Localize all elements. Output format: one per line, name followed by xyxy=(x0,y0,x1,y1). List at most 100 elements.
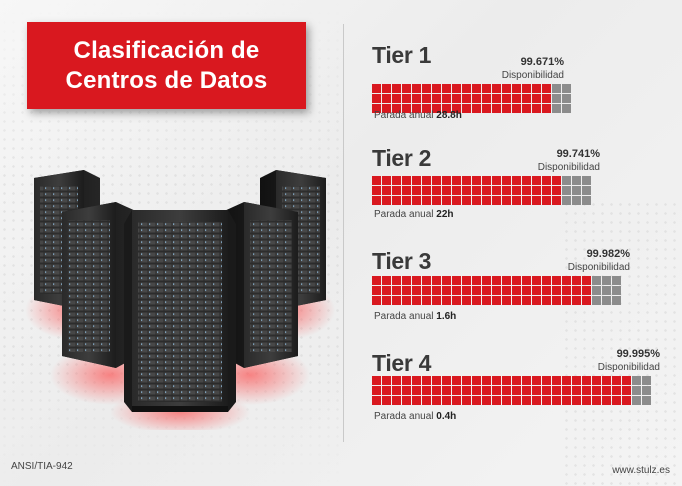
downtime-cell xyxy=(602,296,611,305)
uptime-cell xyxy=(422,386,431,395)
uptime-cell xyxy=(622,386,631,395)
uptime-cell xyxy=(552,276,561,285)
uptime-cell xyxy=(522,176,531,185)
uptime-cell xyxy=(422,296,431,305)
uptime-cell xyxy=(432,276,441,285)
uptime-cell xyxy=(522,296,531,305)
uptime-cell xyxy=(422,186,431,195)
uptime-cell xyxy=(412,186,421,195)
uptime-cell xyxy=(452,286,461,295)
uptime-cell xyxy=(502,276,511,285)
uptime-cell xyxy=(462,176,471,185)
downtime-label: Parada anual xyxy=(374,110,434,121)
availability-cell-grid xyxy=(372,376,651,405)
tier-availability-percent: 99.741% xyxy=(556,148,600,160)
uptime-cell xyxy=(422,84,431,93)
uptime-cell xyxy=(382,176,391,185)
uptime-cell xyxy=(422,286,431,295)
uptime-cell xyxy=(532,196,541,205)
downtime-cell xyxy=(582,196,591,205)
uptime-cell xyxy=(542,276,551,285)
uptime-cell xyxy=(372,104,381,113)
downtime-cell xyxy=(632,396,641,405)
uptime-cell xyxy=(472,104,481,113)
uptime-cell xyxy=(532,286,541,295)
uptime-cell xyxy=(582,386,591,395)
server-racks-illustration xyxy=(25,170,335,430)
tier-availability-label: Disponibilidad xyxy=(567,262,630,273)
uptime-cell xyxy=(452,276,461,285)
uptime-cell xyxy=(422,94,431,103)
uptime-cell xyxy=(512,94,521,103)
uptime-cell xyxy=(412,94,421,103)
uptime-cell xyxy=(612,376,621,385)
uptime-cell xyxy=(412,276,421,285)
uptime-cell xyxy=(552,176,561,185)
uptime-cell xyxy=(502,376,511,385)
uptime-cell xyxy=(552,386,561,395)
uptime-cell xyxy=(532,296,541,305)
downtime-cell xyxy=(572,186,581,195)
tier-availability-percent: 99.982% xyxy=(586,248,630,260)
uptime-cell xyxy=(552,186,561,195)
uptime-cell xyxy=(462,84,471,93)
uptime-cell xyxy=(542,376,551,385)
downtime-cell xyxy=(642,396,651,405)
uptime-cell xyxy=(512,176,521,185)
uptime-cell xyxy=(452,94,461,103)
uptime-cell xyxy=(612,396,621,405)
uptime-cell xyxy=(422,396,431,405)
uptime-cell xyxy=(452,296,461,305)
uptime-cell xyxy=(572,296,581,305)
tier-availability-label: Disponibilidad xyxy=(597,362,660,373)
server-rack-mid-right xyxy=(222,202,298,368)
uptime-cell xyxy=(512,276,521,285)
uptime-cell xyxy=(402,296,411,305)
uptime-cell xyxy=(562,276,571,285)
uptime-cell xyxy=(492,176,501,185)
uptime-cell xyxy=(562,286,571,295)
uptime-cell xyxy=(442,84,451,93)
uptime-cell xyxy=(542,94,551,103)
uptime-cell xyxy=(522,276,531,285)
uptime-cell xyxy=(412,196,421,205)
downtime-cell xyxy=(562,176,571,185)
uptime-cell xyxy=(522,186,531,195)
server-rack-front-center xyxy=(124,210,236,412)
tier-availability-percent: 99.671% xyxy=(520,56,564,68)
tier-availability-percent: 99.995% xyxy=(616,348,660,360)
uptime-cell xyxy=(442,104,451,113)
uptime-cell xyxy=(492,186,501,195)
uptime-cell xyxy=(382,276,391,285)
uptime-cell xyxy=(532,84,541,93)
uptime-cell xyxy=(412,286,421,295)
uptime-cell xyxy=(532,276,541,285)
uptime-cell xyxy=(532,176,541,185)
tier-downtime: Parada anual 0.4h xyxy=(374,411,456,422)
uptime-cell xyxy=(392,176,401,185)
downtime-cell xyxy=(602,286,611,295)
vertical-divider xyxy=(343,24,344,442)
uptime-cell xyxy=(472,286,481,295)
uptime-cell xyxy=(602,376,611,385)
uptime-cell xyxy=(462,376,471,385)
uptime-cell xyxy=(452,176,461,185)
downtime-cell xyxy=(592,296,601,305)
downtime-cell xyxy=(642,386,651,395)
uptime-cell xyxy=(432,94,441,103)
uptime-cell xyxy=(502,196,511,205)
uptime-cell xyxy=(382,104,391,113)
uptime-cell xyxy=(522,94,531,103)
uptime-cell xyxy=(492,94,501,103)
tier-availability-label: Disponibilidad xyxy=(537,162,600,173)
availability-cell-grid xyxy=(372,276,621,305)
uptime-cell xyxy=(482,94,491,103)
uptime-cell xyxy=(502,94,511,103)
uptime-cell xyxy=(552,286,561,295)
uptime-cell xyxy=(582,396,591,405)
uptime-cell xyxy=(542,296,551,305)
uptime-cell xyxy=(442,176,451,185)
uptime-cell xyxy=(552,396,561,405)
uptime-cell xyxy=(472,396,481,405)
downtime-cell xyxy=(592,276,601,285)
